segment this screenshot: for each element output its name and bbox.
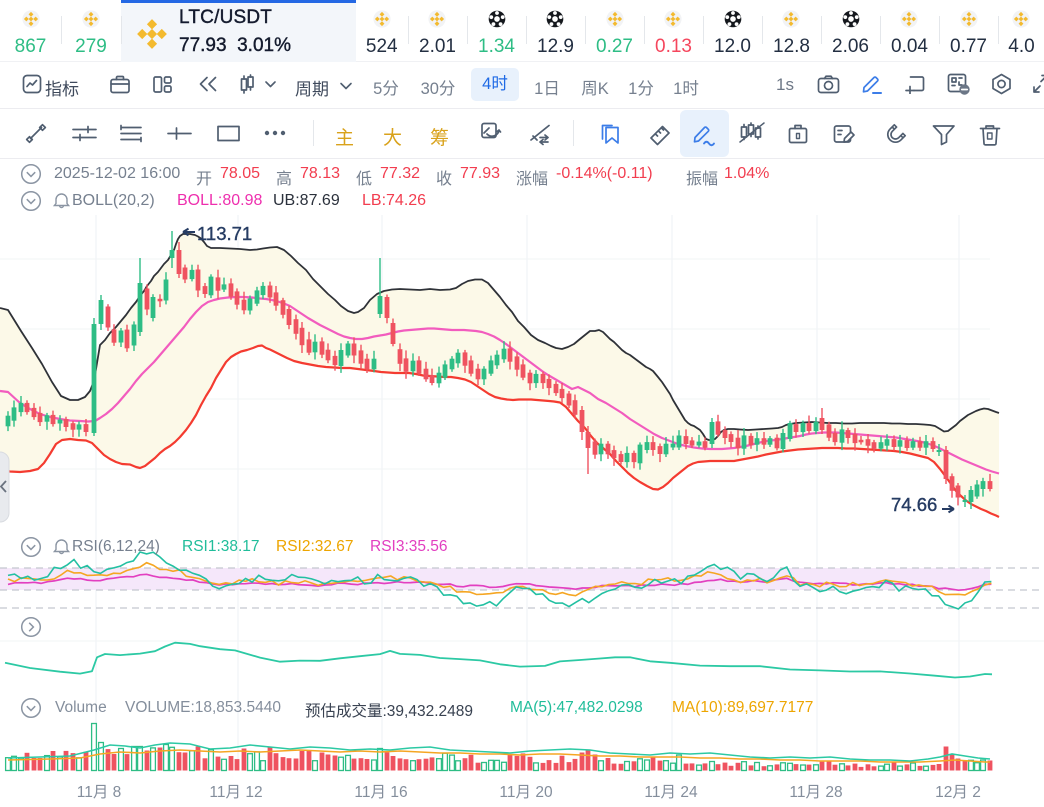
svg-text:74.66: 74.66	[891, 494, 937, 515]
svg-text:113.71: 113.71	[197, 223, 252, 244]
